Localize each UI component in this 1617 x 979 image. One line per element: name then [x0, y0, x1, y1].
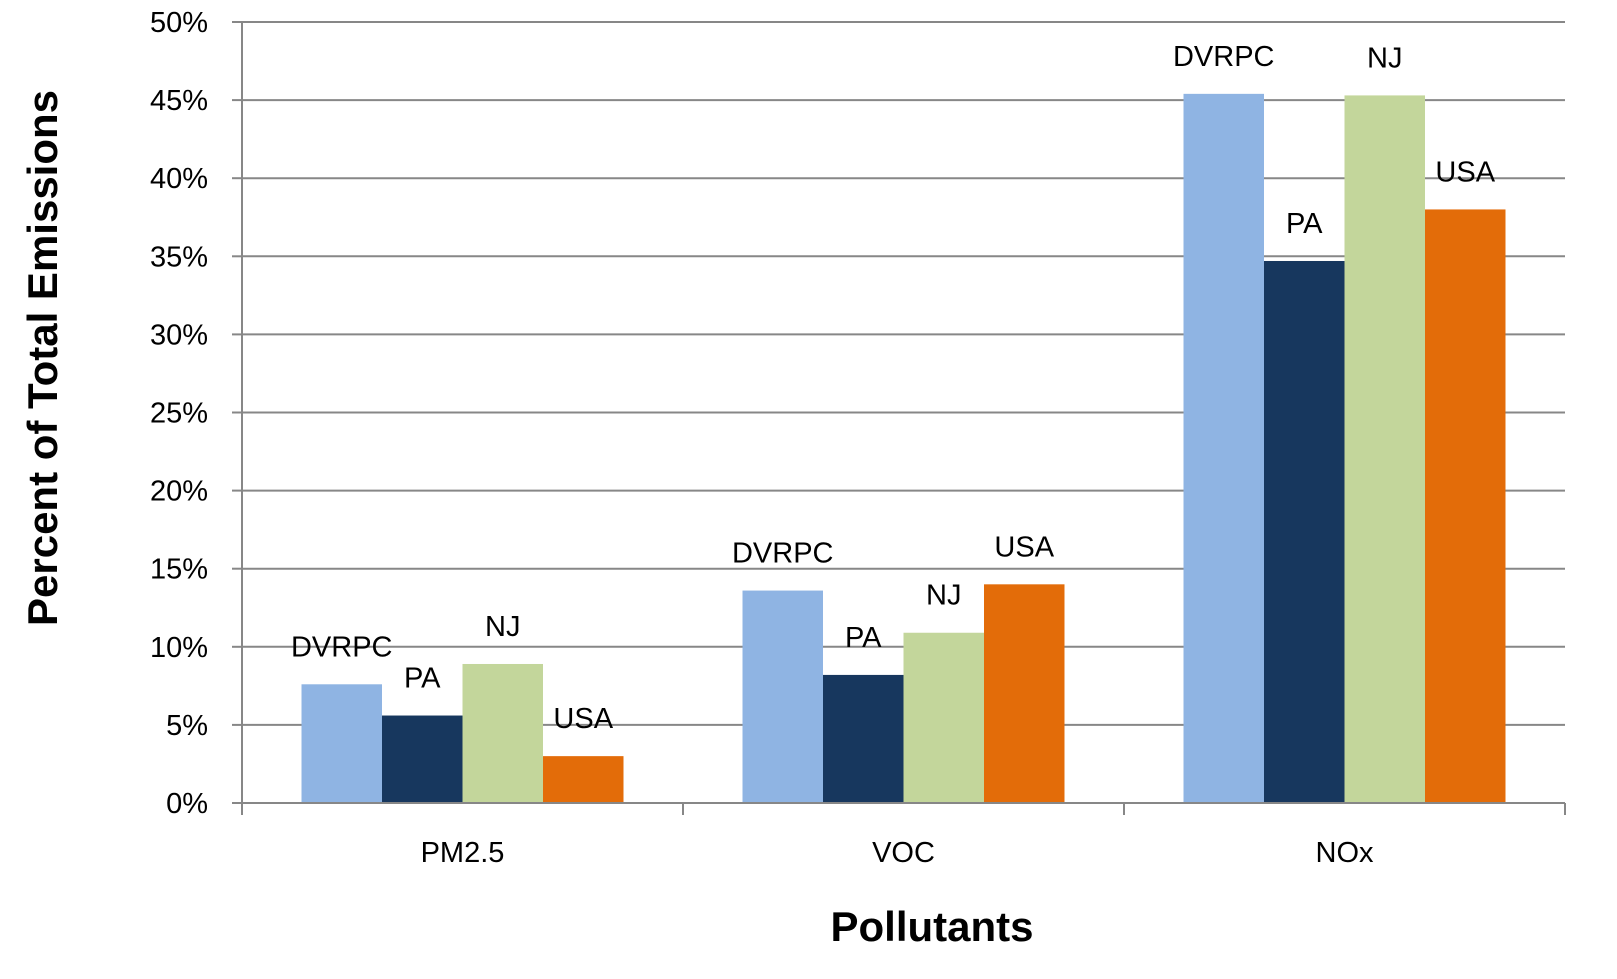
bar — [462, 663, 543, 803]
x-category-label: NOx — [1316, 837, 1375, 869]
data-label: USA — [553, 703, 613, 735]
data-label: NJ — [1367, 42, 1402, 74]
data-label: PA — [404, 663, 441, 695]
y-tick-label: 40% — [150, 163, 208, 195]
data-label: PA — [845, 622, 882, 654]
data-label: NJ — [926, 580, 961, 612]
y-tick-label: 10% — [150, 632, 208, 664]
bar — [742, 590, 823, 803]
x-category-labels: PM2.5 VOC NOx — [421, 837, 1374, 869]
bar — [1264, 260, 1345, 804]
data-label: USA — [1435, 156, 1495, 188]
bar — [903, 632, 984, 803]
x-axis-title: Pollutants — [830, 903, 1033, 950]
y-tick-label: 30% — [150, 319, 208, 351]
bar — [984, 584, 1065, 803]
bar — [1183, 93, 1264, 804]
data-label: DVRPC — [291, 631, 393, 663]
y-tick-label: 0% — [166, 788, 208, 820]
x-category-label: PM2.5 — [421, 837, 505, 869]
data-label: DVRPC — [1173, 41, 1275, 73]
bar — [301, 684, 382, 803]
bar — [823, 674, 904, 803]
bar — [1425, 209, 1506, 803]
y-axis-title: Percent of Total Emissions — [19, 90, 66, 626]
y-tick-label: 20% — [150, 476, 208, 508]
y-tick-label: 5% — [166, 710, 208, 742]
data-label: USA — [994, 531, 1054, 563]
y-tick-label: 25% — [150, 398, 208, 430]
bars — [301, 93, 1506, 804]
bar — [382, 715, 463, 803]
bar — [543, 756, 624, 803]
x-category-label: VOC — [872, 837, 935, 869]
data-label: PA — [1286, 208, 1323, 240]
bar — [1344, 95, 1425, 803]
y-tick-label: 50% — [150, 7, 208, 39]
y-tick-label: 45% — [150, 85, 208, 117]
y-tick-labels: 0% 5% 10% 15% 20% 25% 30% 35% 40% 45% 50% — [150, 7, 208, 820]
y-tick-label: 35% — [150, 241, 208, 273]
data-label: NJ — [485, 611, 520, 643]
y-tick-label: 15% — [150, 554, 208, 586]
data-labels: DVRPC PA NJ USA DVRPC PA NJ USA DVRPC PA NJ USA — [291, 41, 1496, 735]
axes — [241, 22, 1566, 815]
data-label: DVRPC — [732, 538, 834, 570]
